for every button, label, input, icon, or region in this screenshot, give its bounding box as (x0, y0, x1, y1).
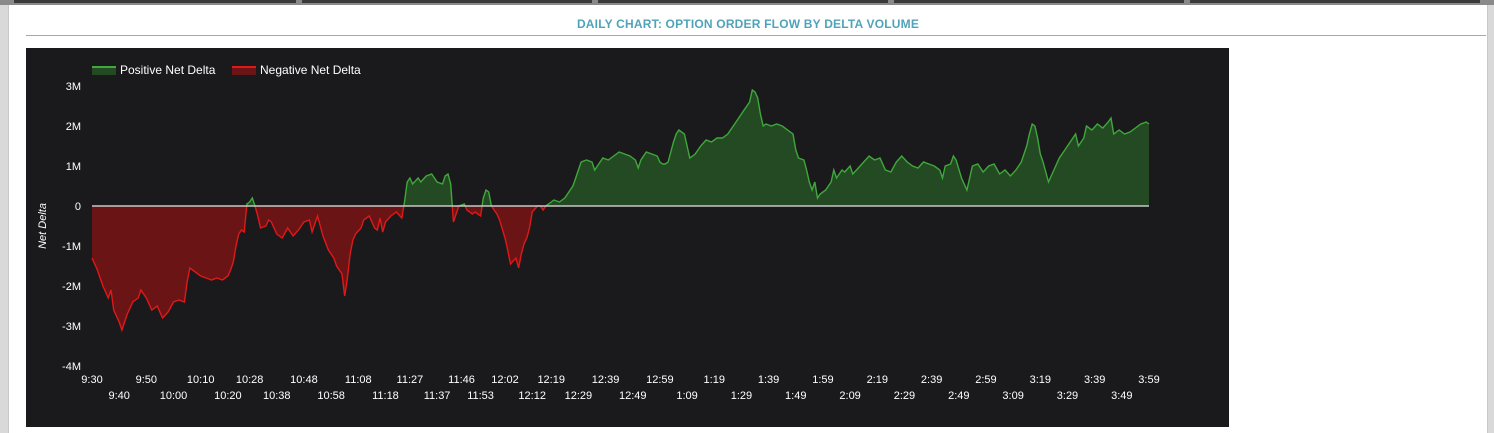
x-tick-label: 3:59 (1138, 374, 1159, 386)
tab-segment[interactable] (598, 0, 888, 3)
x-tick-label: 12:59 (646, 374, 674, 386)
y-tick-label: 1M (66, 161, 81, 173)
x-tick-label: 3:19 (1030, 374, 1051, 386)
x-tick-label: 1:29 (731, 390, 752, 402)
y-axis-ticks: 3M 2M 1M 0 -1M -2M -3M -4M (62, 81, 81, 373)
title-divider (26, 35, 1486, 36)
x-tick-label: 12:12 (518, 390, 546, 402)
x-tick-label: 12:39 (592, 374, 620, 386)
x-tick-label: 11:08 (345, 374, 372, 386)
x-tick-label: 11:37 (424, 390, 451, 402)
y-axis-label: Net Delta (37, 203, 49, 249)
y-tick-label: -1M (62, 241, 81, 253)
negative-line (91, 206, 547, 333)
chart-panel: DAILY CHART: OPTION ORDER FLOW BY DELTA … (8, 5, 1488, 433)
legend-swatch (232, 67, 256, 75)
tab-segment[interactable] (14, 0, 296, 3)
y-tick-label: 2M (66, 121, 81, 133)
x-tick-label: 1:09 (676, 390, 697, 402)
x-tick-label: 10:48 (290, 374, 318, 386)
tab-segment[interactable] (894, 0, 1184, 3)
y-tick-label: 0 (75, 201, 81, 213)
x-tick-label: 2:29 (894, 390, 915, 402)
x-tick-label: 3:49 (1111, 390, 1132, 402)
x-tick-label: 1:59 (812, 374, 833, 386)
positive-line (246, 88, 1150, 206)
x-tick-label: 10:20 (214, 390, 242, 402)
x-tick-label: 1:39 (758, 374, 779, 386)
x-tick-label: 1:19 (704, 374, 725, 386)
legend-swatch (92, 67, 116, 75)
x-tick-label: 9:30 (81, 374, 102, 386)
x-tick-label: 2:49 (948, 390, 969, 402)
tab-segment[interactable] (302, 0, 592, 3)
x-tick-label: 10:38 (263, 390, 291, 402)
plot-area (91, 88, 1150, 333)
x-tick-label: 1:49 (785, 390, 806, 402)
x-tick-label: 9:40 (108, 390, 129, 402)
y-tick-label: 3M (66, 81, 81, 93)
x-tick-label: 12:19 (537, 374, 565, 386)
x-tick-label: 11:18 (372, 390, 399, 402)
x-tick-label: 11:46 (448, 374, 475, 386)
x-tick-label: 3:29 (1057, 390, 1078, 402)
negative-area (92, 206, 1149, 330)
net-delta-area-chart[interactable]: 3M 2M 1M 0 -1M -2M -3M -4M 9:30 9:50 10:10 10:28 10… (26, 48, 1229, 427)
x-tick-label: 10:28 (236, 374, 264, 386)
y-tick-label: -2M (62, 281, 81, 293)
x-tick-label: 3:39 (1084, 374, 1105, 386)
x-tick-label: 11:53 (467, 390, 494, 402)
x-axis-ticks: 9:30 9:50 10:10 10:28 10:48 11:08 11:27 11:46 12… (81, 374, 1159, 402)
legend-label[interactable]: Negative Net Delta (260, 63, 361, 77)
y-tick-label: -3M (62, 321, 81, 333)
x-tick-label: 2:19 (867, 374, 888, 386)
x-tick-label: 2:09 (839, 390, 860, 402)
panel-title: DAILY CHART: OPTION ORDER FLOW BY DELTA … (576, 17, 920, 31)
x-tick-label: 10:10 (187, 374, 215, 386)
tab-segment[interactable] (1190, 0, 1480, 3)
x-tick-label: 2:59 (975, 374, 996, 386)
x-tick-label: 10:58 (317, 390, 345, 402)
x-tick-label: 12:29 (565, 390, 593, 402)
top-tab-strip (0, 0, 1494, 5)
x-tick-label: 12:49 (619, 390, 647, 402)
y-tick-label: -4M (62, 361, 81, 373)
legend: Positive Net Delta Negative Net Delta (92, 63, 361, 77)
x-tick-label: 2:39 (921, 374, 942, 386)
x-tick-label: 3:09 (1002, 390, 1023, 402)
x-tick-label: 11:27 (397, 374, 424, 386)
x-tick-label: 12:02 (491, 374, 519, 386)
chart-container: 3M 2M 1M 0 -1M -2M -3M -4M 9:30 9:50 10:10 10:28 10… (26, 48, 1229, 427)
x-tick-label: 9:50 (136, 374, 157, 386)
positive-area (92, 90, 1149, 206)
x-tick-label: 10:00 (160, 390, 188, 402)
legend-label[interactable]: Positive Net Delta (120, 63, 216, 77)
